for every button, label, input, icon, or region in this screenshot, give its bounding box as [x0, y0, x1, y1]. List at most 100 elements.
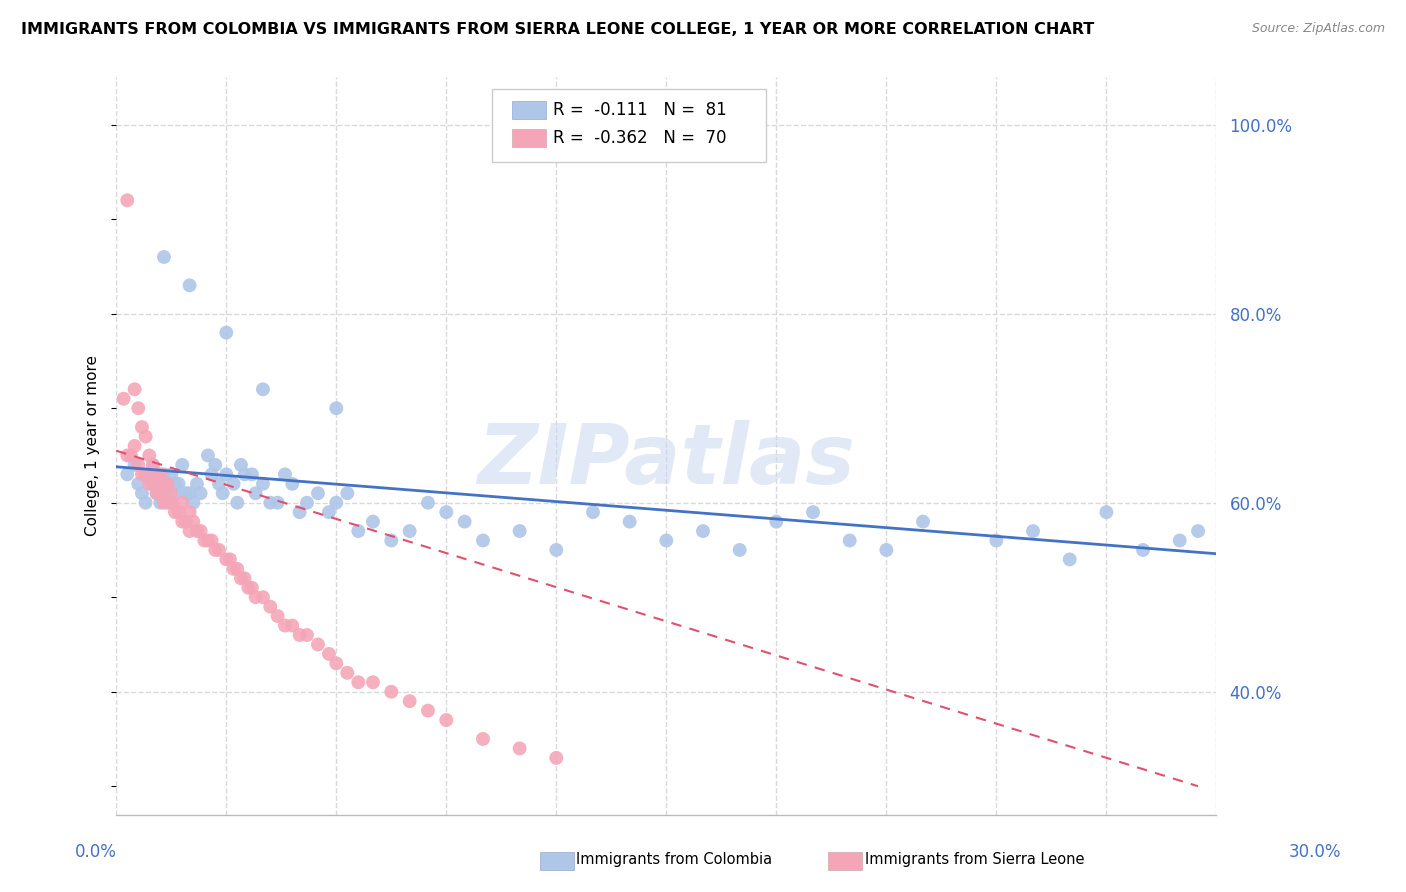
- Point: [131, 420, 153, 434]
- Point: [986, 533, 1008, 548]
- Point: [266, 609, 288, 624]
- Point: [398, 524, 420, 538]
- Point: [238, 581, 260, 595]
- Point: [163, 476, 186, 491]
- Point: [222, 476, 245, 491]
- Point: [145, 486, 167, 500]
- Point: [245, 486, 267, 500]
- Point: [190, 524, 212, 538]
- Point: [472, 731, 495, 746]
- Point: [215, 467, 238, 482]
- Point: [325, 496, 347, 510]
- Point: [380, 533, 402, 548]
- Point: [546, 751, 568, 765]
- Point: [307, 637, 329, 651]
- Point: [135, 429, 157, 443]
- Text: 0.0%: 0.0%: [75, 843, 117, 861]
- Point: [197, 449, 219, 463]
- Point: [138, 467, 160, 482]
- Point: [347, 675, 370, 690]
- Text: 30.0%: 30.0%: [1288, 843, 1341, 861]
- Point: [1022, 524, 1045, 538]
- Point: [295, 628, 318, 642]
- Point: [142, 476, 165, 491]
- Point: [160, 496, 183, 510]
- Point: [160, 467, 183, 482]
- Point: [655, 533, 678, 548]
- Point: [135, 496, 157, 510]
- Point: [765, 515, 787, 529]
- Point: [1059, 552, 1081, 566]
- Point: [160, 486, 183, 500]
- Point: [163, 486, 186, 500]
- Point: [160, 496, 183, 510]
- Point: [172, 458, 194, 472]
- Point: [167, 505, 190, 519]
- Point: [582, 505, 605, 519]
- Point: [252, 382, 274, 396]
- Point: [838, 533, 860, 548]
- Point: [193, 533, 215, 548]
- Point: [1095, 505, 1118, 519]
- Point: [1168, 533, 1191, 548]
- Point: [222, 562, 245, 576]
- Text: Source: ZipAtlas.com: Source: ZipAtlas.com: [1251, 22, 1385, 36]
- Point: [219, 552, 242, 566]
- Point: [131, 467, 153, 482]
- Point: [117, 449, 139, 463]
- Text: R =  -0.111   N =  81: R = -0.111 N = 81: [553, 101, 727, 119]
- Point: [208, 476, 231, 491]
- Point: [197, 533, 219, 548]
- Point: [156, 476, 179, 491]
- Point: [295, 496, 318, 510]
- Point: [347, 524, 370, 538]
- Point: [153, 496, 176, 510]
- Point: [172, 515, 194, 529]
- Point: [186, 524, 208, 538]
- Point: [201, 533, 224, 548]
- Point: [112, 392, 135, 406]
- Point: [1132, 543, 1154, 558]
- Point: [240, 581, 263, 595]
- Point: [274, 618, 297, 632]
- Point: [181, 515, 204, 529]
- Point: [174, 486, 197, 500]
- Point: [149, 476, 172, 491]
- Point: [117, 194, 139, 208]
- Point: [156, 496, 179, 510]
- Point: [281, 618, 304, 632]
- Point: [149, 486, 172, 500]
- Point: [145, 486, 167, 500]
- Point: [153, 250, 176, 264]
- Point: [145, 467, 167, 482]
- Point: [434, 713, 457, 727]
- Text: R =  -0.362   N =  70: R = -0.362 N = 70: [553, 129, 725, 147]
- Point: [259, 599, 281, 614]
- Point: [229, 571, 252, 585]
- Point: [153, 486, 176, 500]
- Point: [190, 486, 212, 500]
- Point: [226, 496, 249, 510]
- Point: [336, 486, 359, 500]
- Point: [226, 562, 249, 576]
- Point: [875, 543, 897, 558]
- Point: [281, 476, 304, 491]
- Point: [361, 675, 384, 690]
- Point: [124, 439, 146, 453]
- Point: [728, 543, 751, 558]
- Point: [229, 458, 252, 472]
- Point: [288, 628, 311, 642]
- Point: [307, 486, 329, 500]
- Point: [204, 543, 226, 558]
- Text: ZIPatlas: ZIPatlas: [478, 420, 855, 501]
- Point: [142, 458, 165, 472]
- Point: [266, 496, 288, 510]
- Point: [398, 694, 420, 708]
- Point: [153, 476, 176, 491]
- Point: [135, 467, 157, 482]
- Point: [801, 505, 824, 519]
- Point: [124, 458, 146, 472]
- Point: [138, 476, 160, 491]
- Point: [472, 533, 495, 548]
- Point: [546, 543, 568, 558]
